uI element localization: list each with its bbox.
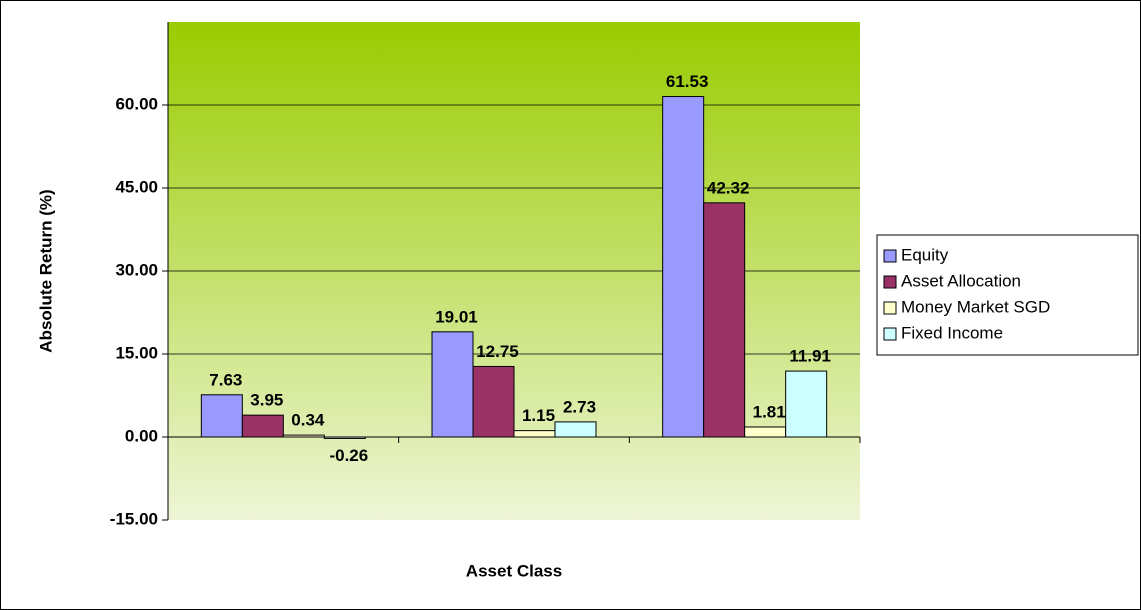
legend-label: Fixed Income — [901, 323, 1003, 342]
data-label: 61.53 — [666, 72, 709, 91]
bar — [282, 434, 325, 438]
y-tick-label: 15.00 — [115, 343, 158, 362]
y-tick-label: 45.00 — [115, 177, 158, 196]
bar — [200, 394, 243, 438]
y-tick-label: 60.00 — [115, 94, 158, 113]
legend-label: Asset Allocation — [901, 271, 1021, 290]
legend-label: Equity — [901, 245, 949, 264]
legend-swatch — [883, 249, 897, 263]
data-label: 3.95 — [250, 391, 283, 410]
y-tick-label: 30.00 — [115, 260, 158, 279]
y-axis-label: Absolute Return (%) — [36, 189, 55, 352]
x-axis-label: Asset Class — [466, 561, 562, 580]
legend-swatch — [883, 301, 897, 315]
bar — [472, 365, 515, 438]
bar — [785, 370, 828, 438]
data-label: 0.34 — [291, 411, 325, 430]
data-label: 12.75 — [476, 342, 519, 361]
data-label: 7.63 — [209, 370, 242, 389]
bar — [323, 436, 366, 439]
bar — [662, 96, 705, 438]
data-label: 19.01 — [435, 307, 478, 326]
bar — [554, 421, 597, 438]
data-label: 1.81 — [753, 402, 786, 421]
data-label: 2.73 — [563, 397, 596, 416]
data-label: 11.91 — [789, 347, 831, 366]
y-tick-label: 0.00 — [125, 426, 158, 445]
bar — [703, 202, 746, 438]
bar — [241, 414, 284, 438]
legend-swatch — [883, 327, 897, 341]
bar — [513, 430, 556, 438]
legend-swatch — [883, 275, 897, 289]
legend — [876, 234, 1139, 356]
data-label: -0.26 — [329, 446, 368, 465]
bar — [744, 426, 787, 438]
y-tick-label: -15.00 — [110, 509, 158, 528]
bar — [431, 331, 474, 438]
data-label: 1.15 — [522, 406, 555, 425]
legend-label: Money Market SGD — [901, 297, 1050, 316]
data-label: 42.32 — [707, 178, 750, 197]
